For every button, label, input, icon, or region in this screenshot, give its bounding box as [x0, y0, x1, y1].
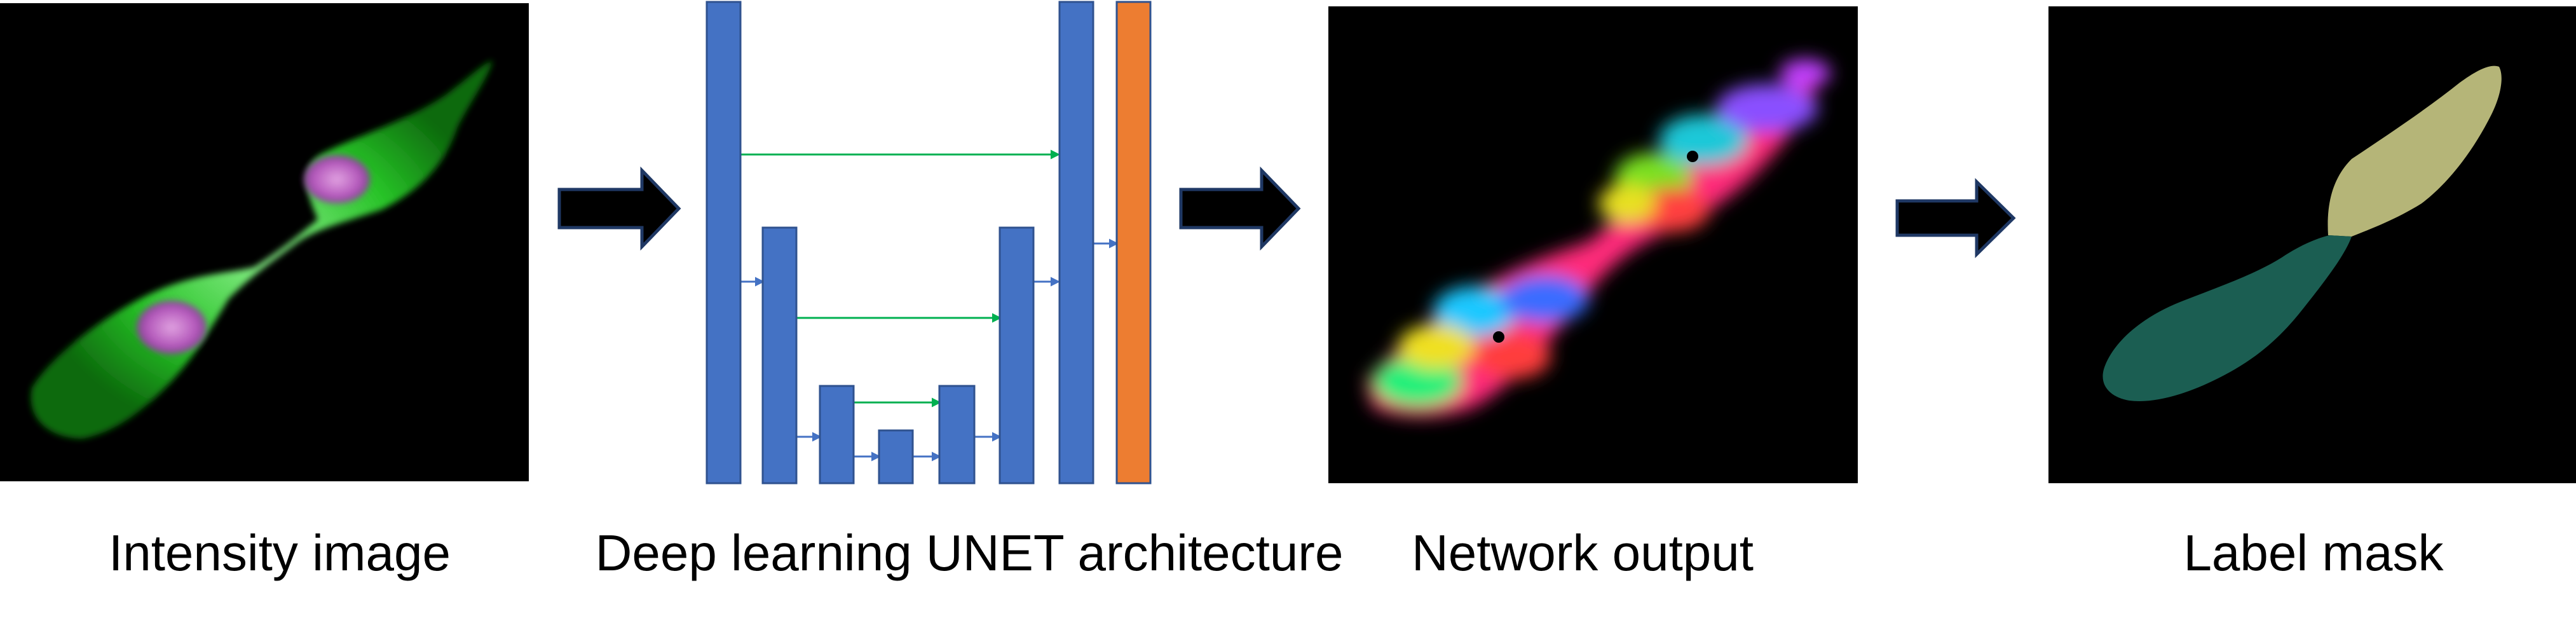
caption-intensity-image: Intensity image: [108, 525, 451, 581]
mask-cell-2: [2102, 235, 2352, 401]
unet-decoder-block-1: [1058, 1, 1094, 484]
intensity-image-panel: [0, 3, 529, 481]
unet-decoder-block-3: [938, 385, 976, 484]
label-mask-panel: [2048, 6, 2576, 483]
flow-field-image: [1366, 59, 1830, 416]
network-output-panel: [1328, 6, 1858, 483]
unet-output-block: [1115, 1, 1152, 484]
cell-center-1: [1493, 331, 1504, 343]
flow-arrow-3: [1895, 178, 2016, 258]
cell-center-2: [1687, 151, 1698, 162]
flow-arrow-1: [557, 166, 681, 251]
unet-encoder-block-3: [819, 385, 855, 484]
unet-decoder-block-2: [998, 226, 1035, 484]
caption-network-output: Network output: [1411, 525, 1754, 581]
unet-encoder-block-2: [761, 226, 798, 484]
caption-label-mask: Label mask: [2183, 525, 2444, 581]
mask-cell-1: [2327, 65, 2502, 237]
unet-encoder-block-1: [705, 1, 742, 484]
caption-unet-architecture: Deep learning UNET architecture: [595, 525, 1344, 581]
flow-arrow-2: [1179, 166, 1301, 251]
unet-diagram: [705, 1, 1152, 484]
unet-bottleneck-block: [878, 429, 914, 484]
nucleus-2: [304, 155, 370, 203]
nucleus-1: [137, 301, 207, 354]
